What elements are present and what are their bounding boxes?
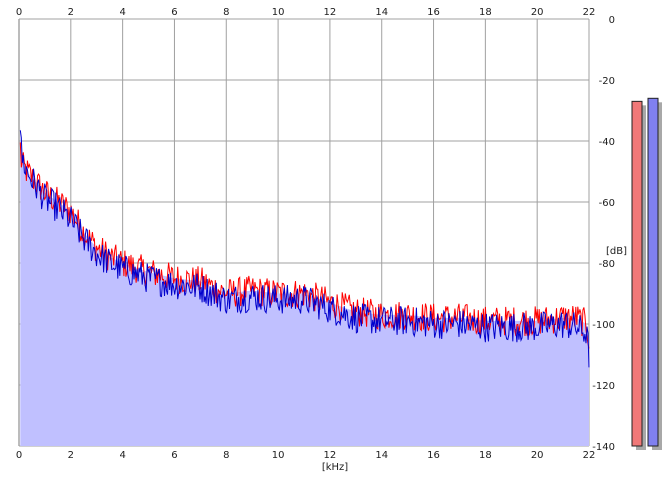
y-tick--100: -100 bbox=[592, 320, 615, 331]
x-tick-bottom-20: 20 bbox=[531, 450, 544, 461]
x-tick-top-8: 8 bbox=[223, 7, 229, 18]
spectrum-area-fill bbox=[20, 125, 590, 447]
x-tick-bottom-6: 6 bbox=[171, 450, 177, 461]
y-tick--140: -140 bbox=[592, 442, 615, 453]
y-tick--40: -40 bbox=[599, 137, 615, 148]
x-tick-bottom-12: 12 bbox=[324, 450, 337, 461]
x-tick-bottom-18: 18 bbox=[479, 450, 492, 461]
series-line-right-channel bbox=[19, 130, 590, 368]
series-line-left-channel bbox=[19, 142, 590, 349]
level-meter-1 bbox=[631, 100, 643, 447]
y-ticks-right: 0 -20 -40 -60 -80 -100 -120 -140 bbox=[592, 15, 615, 453]
x-tick-bottom-16: 16 bbox=[427, 450, 440, 461]
x-tick-top-0: 0 bbox=[16, 7, 22, 18]
x-tick-bottom-4: 4 bbox=[119, 450, 125, 461]
x-tick-bottom-8: 8 bbox=[223, 450, 229, 461]
x-axis-title: [kHz] bbox=[322, 462, 348, 473]
x-tick-top-10: 10 bbox=[272, 7, 285, 18]
x-tick-top-16: 16 bbox=[427, 7, 440, 18]
y-tick-0: 0 bbox=[609, 15, 615, 26]
x-tick-top-12: 12 bbox=[324, 7, 337, 18]
x-tick-top-2: 2 bbox=[68, 7, 74, 18]
x-tick-top-18: 18 bbox=[479, 7, 492, 18]
x-tick-bottom-0: 0 bbox=[16, 450, 22, 461]
x-tick-top-20: 20 bbox=[531, 7, 544, 18]
x-tick-bottom-14: 14 bbox=[375, 450, 388, 461]
x-tick-top-22: 22 bbox=[583, 7, 596, 18]
x-ticks-bottom: 0 2 4 6 8 10 12 14 16 18 20 22 bbox=[16, 450, 596, 461]
y-axis-title: [dB] bbox=[606, 246, 627, 257]
y-tick--60: -60 bbox=[599, 198, 615, 209]
y-tick--120: -120 bbox=[592, 381, 615, 392]
x-tick-bottom-10: 10 bbox=[272, 450, 285, 461]
y-tick--20: -20 bbox=[599, 76, 615, 87]
x-tick-top-4: 4 bbox=[119, 7, 125, 18]
x-tick-top-6: 6 bbox=[171, 7, 177, 18]
x-tick-bottom-2: 2 bbox=[68, 450, 74, 461]
x-tick-bottom-22: 22 bbox=[583, 450, 596, 461]
x-ticks-top: 0 2 4 6 8 10 12 14 16 18 20 22 bbox=[16, 7, 596, 18]
level-meter-2 bbox=[647, 97, 659, 447]
y-tick--80: -80 bbox=[599, 259, 615, 270]
level-meters bbox=[631, 97, 662, 451]
x-tick-top-14: 14 bbox=[375, 7, 388, 18]
